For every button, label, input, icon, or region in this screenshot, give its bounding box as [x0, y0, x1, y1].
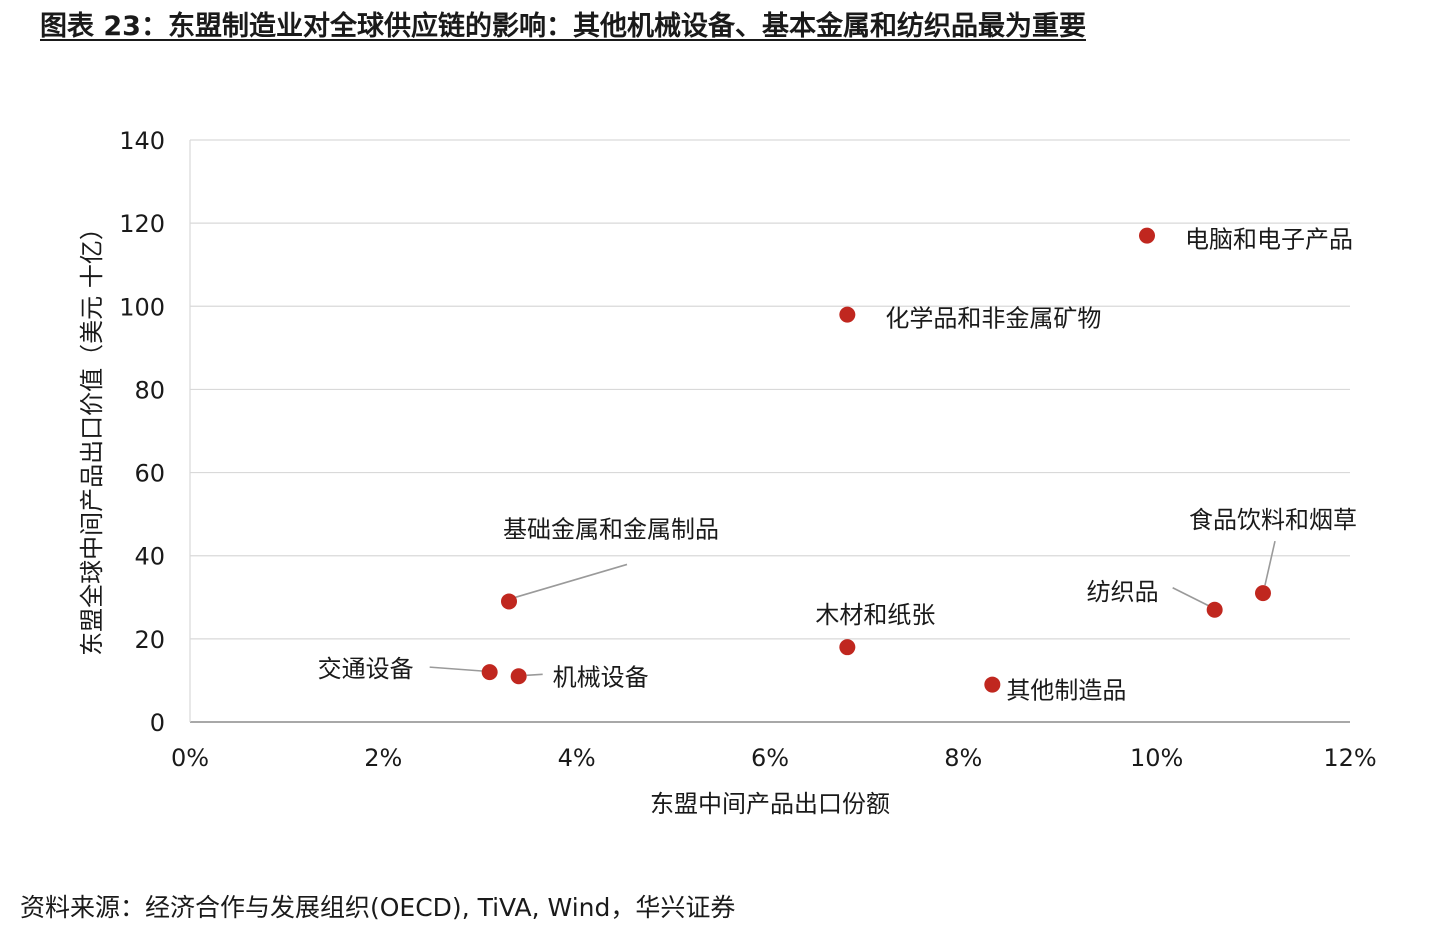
y-tick-label: 80 [134, 376, 165, 404]
leader-lines [429, 540, 1276, 677]
point-label: 电脑和电子产品 [1185, 226, 1353, 254]
data-point [984, 676, 1001, 693]
leader-line [429, 666, 484, 672]
source-note: 资料来源：经济合作与发展组织(OECD), TiVA, Wind，华兴证券 [20, 893, 736, 922]
y-tick-labels: 0 20 40 60 80 100 120 140 [119, 127, 165, 737]
y-tick-label: 60 [134, 460, 165, 488]
point-label: 食品饮料和烟草 [1189, 506, 1357, 534]
data-points [481, 227, 1271, 693]
point-label: 基础金属和金属制品 [503, 515, 719, 543]
x-tick-label: 10% [1130, 744, 1183, 772]
grid-lines [189, 139, 1350, 723]
x-tick-label: 12% [1323, 744, 1376, 772]
leader-line [1264, 540, 1276, 586]
point-label: 木材和纸张 [815, 601, 935, 629]
point-label: 交通设备 [318, 655, 414, 683]
x-tick-label: 0% [171, 744, 209, 772]
x-axis-label: 东盟中间产品出口份额 [650, 790, 890, 818]
x-tick-label: 6% [751, 744, 789, 772]
point-label: 其他制造品 [1006, 677, 1126, 705]
y-tick-label: 40 [134, 543, 165, 571]
point-label: 纺织品 [1087, 578, 1159, 606]
x-tick-label: 2% [364, 744, 402, 772]
data-point [1139, 227, 1155, 244]
x-tick-label: 4% [558, 744, 596, 772]
leader-line [514, 563, 628, 599]
leader-line [1172, 587, 1212, 608]
y-tick-label: 140 [119, 127, 165, 155]
y-axis-label: 东盟全球中间产品出口价值（美元 十亿） [78, 216, 106, 656]
y-tick-label: 100 [119, 293, 165, 321]
leader-line [526, 673, 543, 677]
data-point [510, 668, 527, 685]
x-tick-label: 8% [944, 744, 982, 772]
data-point [481, 664, 498, 681]
data-point [839, 306, 856, 323]
x-tick-labels: 0% 2% 4% 6% 8% 10% 12% [171, 744, 1377, 772]
data-point [839, 639, 856, 656]
data-point [501, 593, 517, 610]
chart-title: 图表 23：东盟制造业对全球供应链的影响：其他机械设备、基本金属和纺织品最为重要 [40, 11, 1086, 42]
y-tick-label: 20 [134, 626, 165, 654]
scatter-chart: 0 20 40 60 80 100 120 140 0% 2% 4% 6% 8% 10% 12% 电脑和电… [78, 127, 1377, 818]
data-point [1206, 601, 1223, 618]
point-label: 机械设备 [553, 663, 649, 691]
y-tick-label: 0 [150, 709, 165, 737]
point-label: 化学品和非金属矿物 [885, 305, 1101, 333]
data-point [1255, 585, 1271, 602]
y-tick-label: 120 [119, 210, 165, 238]
